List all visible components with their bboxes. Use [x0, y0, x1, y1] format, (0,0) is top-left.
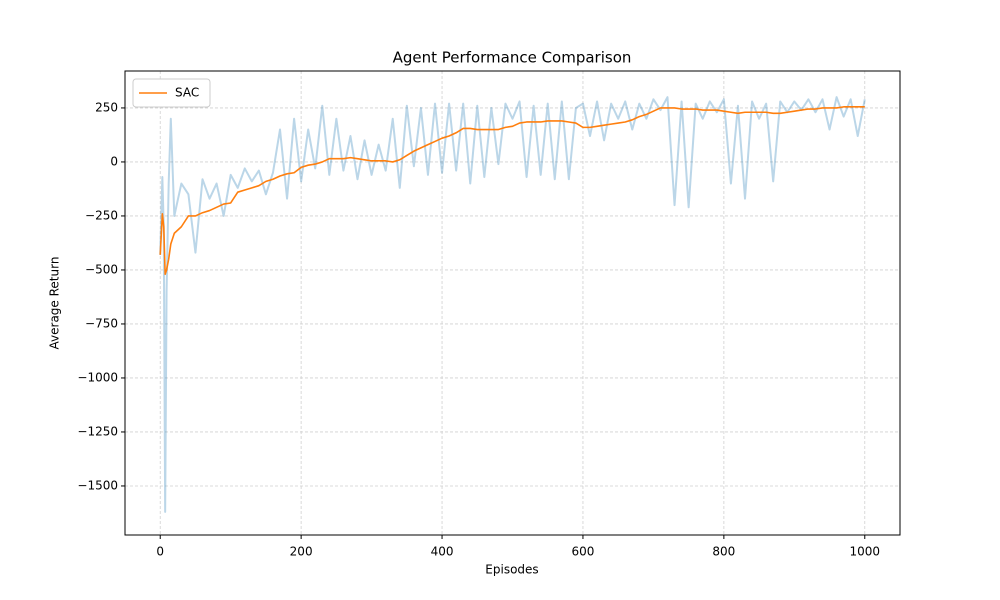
legend-label: SAC	[175, 86, 199, 100]
y-tick-label: 0	[110, 154, 118, 168]
series-line	[159, 106, 865, 276]
y-tick-label: −250	[85, 208, 118, 222]
x-tick-label: 1000	[849, 545, 880, 559]
x-tick-label: 400	[431, 545, 454, 559]
x-axis-label: Episodes	[485, 563, 538, 577]
y-axis-label: Average Return	[48, 257, 62, 350]
plot-frame	[124, 70, 901, 536]
y-tick-label: −750	[85, 316, 118, 330]
x-tick-label: 200	[290, 545, 313, 559]
x-tick-label: 600	[572, 545, 595, 559]
y-tick-label: −500	[85, 262, 118, 276]
x-tick-label: 800	[712, 545, 735, 559]
y-tick-label: −1000	[77, 370, 118, 384]
chart-title: Agent Performance Comparison	[393, 49, 632, 67]
y-tick-label: −1500	[77, 478, 118, 492]
legend-box	[132, 78, 211, 108]
y-tick-label: −1250	[77, 424, 118, 438]
y-tick-label: 250	[95, 100, 118, 114]
series-line	[159, 96, 866, 513]
x-tick-label: 0	[156, 545, 164, 559]
